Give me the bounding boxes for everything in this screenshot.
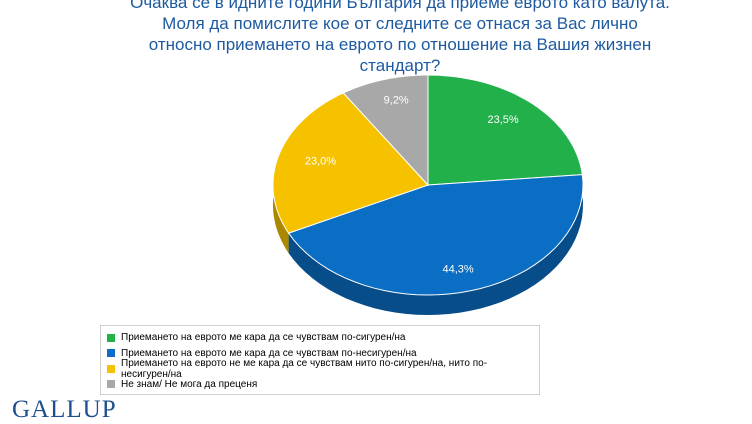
legend-item: Не знам/ Не мога да преценя — [107, 377, 533, 393]
data-label: 23,5% — [488, 114, 519, 126]
pie-slice — [427, 74, 583, 186]
legend-label: Приемането на еврото ме кара да се чувст… — [121, 347, 417, 359]
legend-swatch — [107, 333, 115, 342]
data-label: 23,0% — [305, 155, 336, 167]
legend-item: Приемането на еврото ме кара да се чувст… — [107, 346, 533, 362]
legend-item: Приемането на еврото не ме кара да се чу… — [107, 357, 533, 380]
data-label: 9,2% — [384, 95, 409, 107]
slice-side — [288, 174, 583, 315]
legend-swatch — [107, 349, 115, 358]
data-label: 44,3% — [443, 264, 474, 276]
legend-label: Приемането на еврото не ме кара да се чу… — [121, 357, 488, 380]
legend-label: Не знам/ Не мога да преценя — [121, 378, 258, 390]
legend-label: Приемането на еврото ме кара да се чувст… — [121, 332, 406, 344]
pie-slice — [342, 74, 429, 187]
legend-swatch — [107, 364, 115, 373]
chart-title: Очаква се в идните години България да пр… — [130, 0, 670, 75]
pie-slice — [272, 92, 429, 234]
logo: GALLUP — [12, 396, 117, 423]
pie-slice — [287, 174, 584, 296]
legend-swatch — [107, 380, 115, 389]
legend: Приемането на еврото ме кара да се чувст… — [100, 325, 540, 395]
legend-item: Приемането на еврото ме кара да се чувст… — [107, 330, 533, 346]
